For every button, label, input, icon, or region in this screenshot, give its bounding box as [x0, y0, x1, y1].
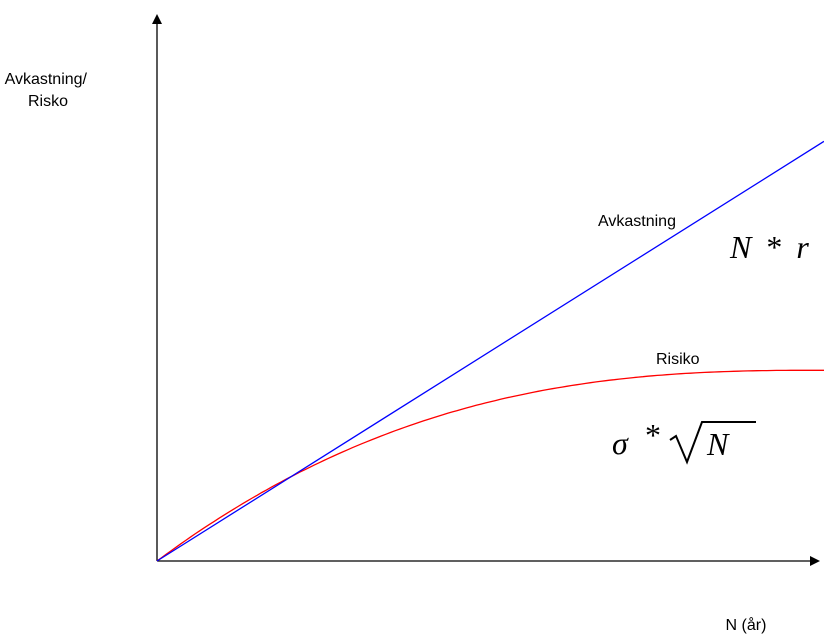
return-formula-star: * [766, 229, 782, 265]
x-axis-label: N (år) [726, 616, 767, 634]
avkastning-label: Avkastning [598, 213, 676, 230]
square-root-icon [669, 421, 756, 465]
return-formula-r: r [796, 229, 809, 265]
risk-formula-sigma: σ [612, 425, 629, 461]
risiko-label: Risiko [656, 351, 700, 368]
y-axis-label: Avkastning/ Risko [5, 71, 92, 110]
return-formula-n: N [729, 229, 753, 265]
return-formula: N * r [729, 229, 809, 265]
risk-formula-n: N [706, 426, 730, 462]
avkastning-series-line [156, 140, 824, 562]
risiko-series-line [156, 369, 824, 562]
y-axis-label-line-2: Risko [28, 93, 68, 110]
risk-formula-star: * [645, 417, 661, 453]
y-axis-label-line-1: Avkastning/ [5, 71, 88, 88]
